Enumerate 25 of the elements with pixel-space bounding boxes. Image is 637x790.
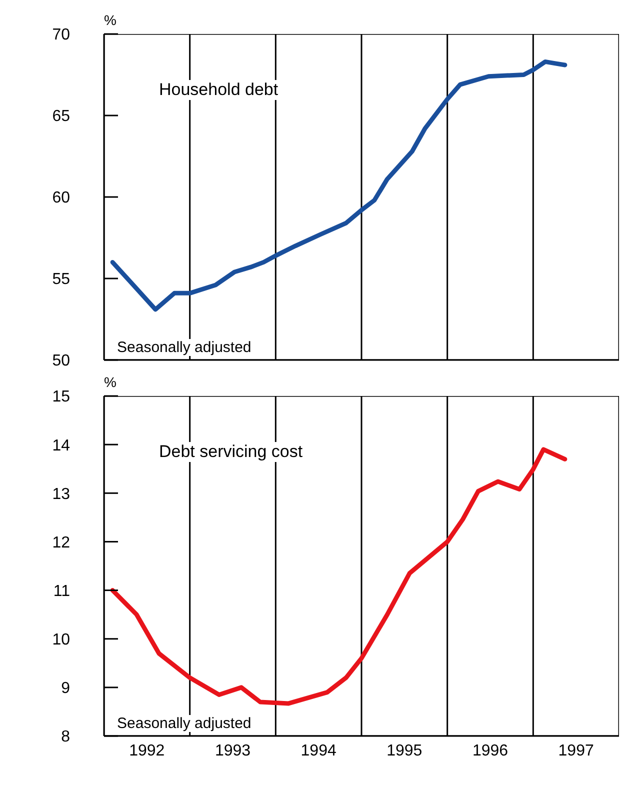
y-tick-label: 50 [52, 352, 70, 370]
y-tick-label: 15 [52, 388, 70, 406]
x-tick-label: 1993 [214, 742, 251, 760]
y-axis-title: % [104, 374, 116, 390]
x-tick-label: 1997 [558, 742, 594, 760]
y-tick-label: 11 [53, 582, 70, 600]
annotation: Household debt [156, 80, 282, 100]
annotation: Debt servicing cost [156, 442, 306, 462]
y-tick-label: 13 [52, 486, 70, 503]
y-tick-label: 8 [61, 728, 70, 746]
y-tick-label: 14 [52, 437, 70, 454]
y-tick-label: 55 [52, 271, 70, 288]
annotation: Seasonally adjusted [114, 339, 254, 356]
y-tick-label: 9 [61, 680, 70, 698]
annotation: Seasonally adjusted [114, 715, 254, 732]
y-axis-title: % [104, 12, 116, 28]
y-tick-label: 60 [52, 190, 70, 207]
y-tick-label: 65 [52, 108, 70, 126]
x-tick-label: 1992 [129, 742, 165, 760]
y-tick-label: 70 [52, 26, 70, 44]
y-tick-label: 12 [52, 534, 70, 552]
x-tick-label: 1996 [472, 742, 508, 760]
y-tick-label: 10 [52, 632, 70, 649]
x-tick-label: 1995 [386, 742, 422, 760]
x-tick-label: 1994 [300, 742, 336, 760]
